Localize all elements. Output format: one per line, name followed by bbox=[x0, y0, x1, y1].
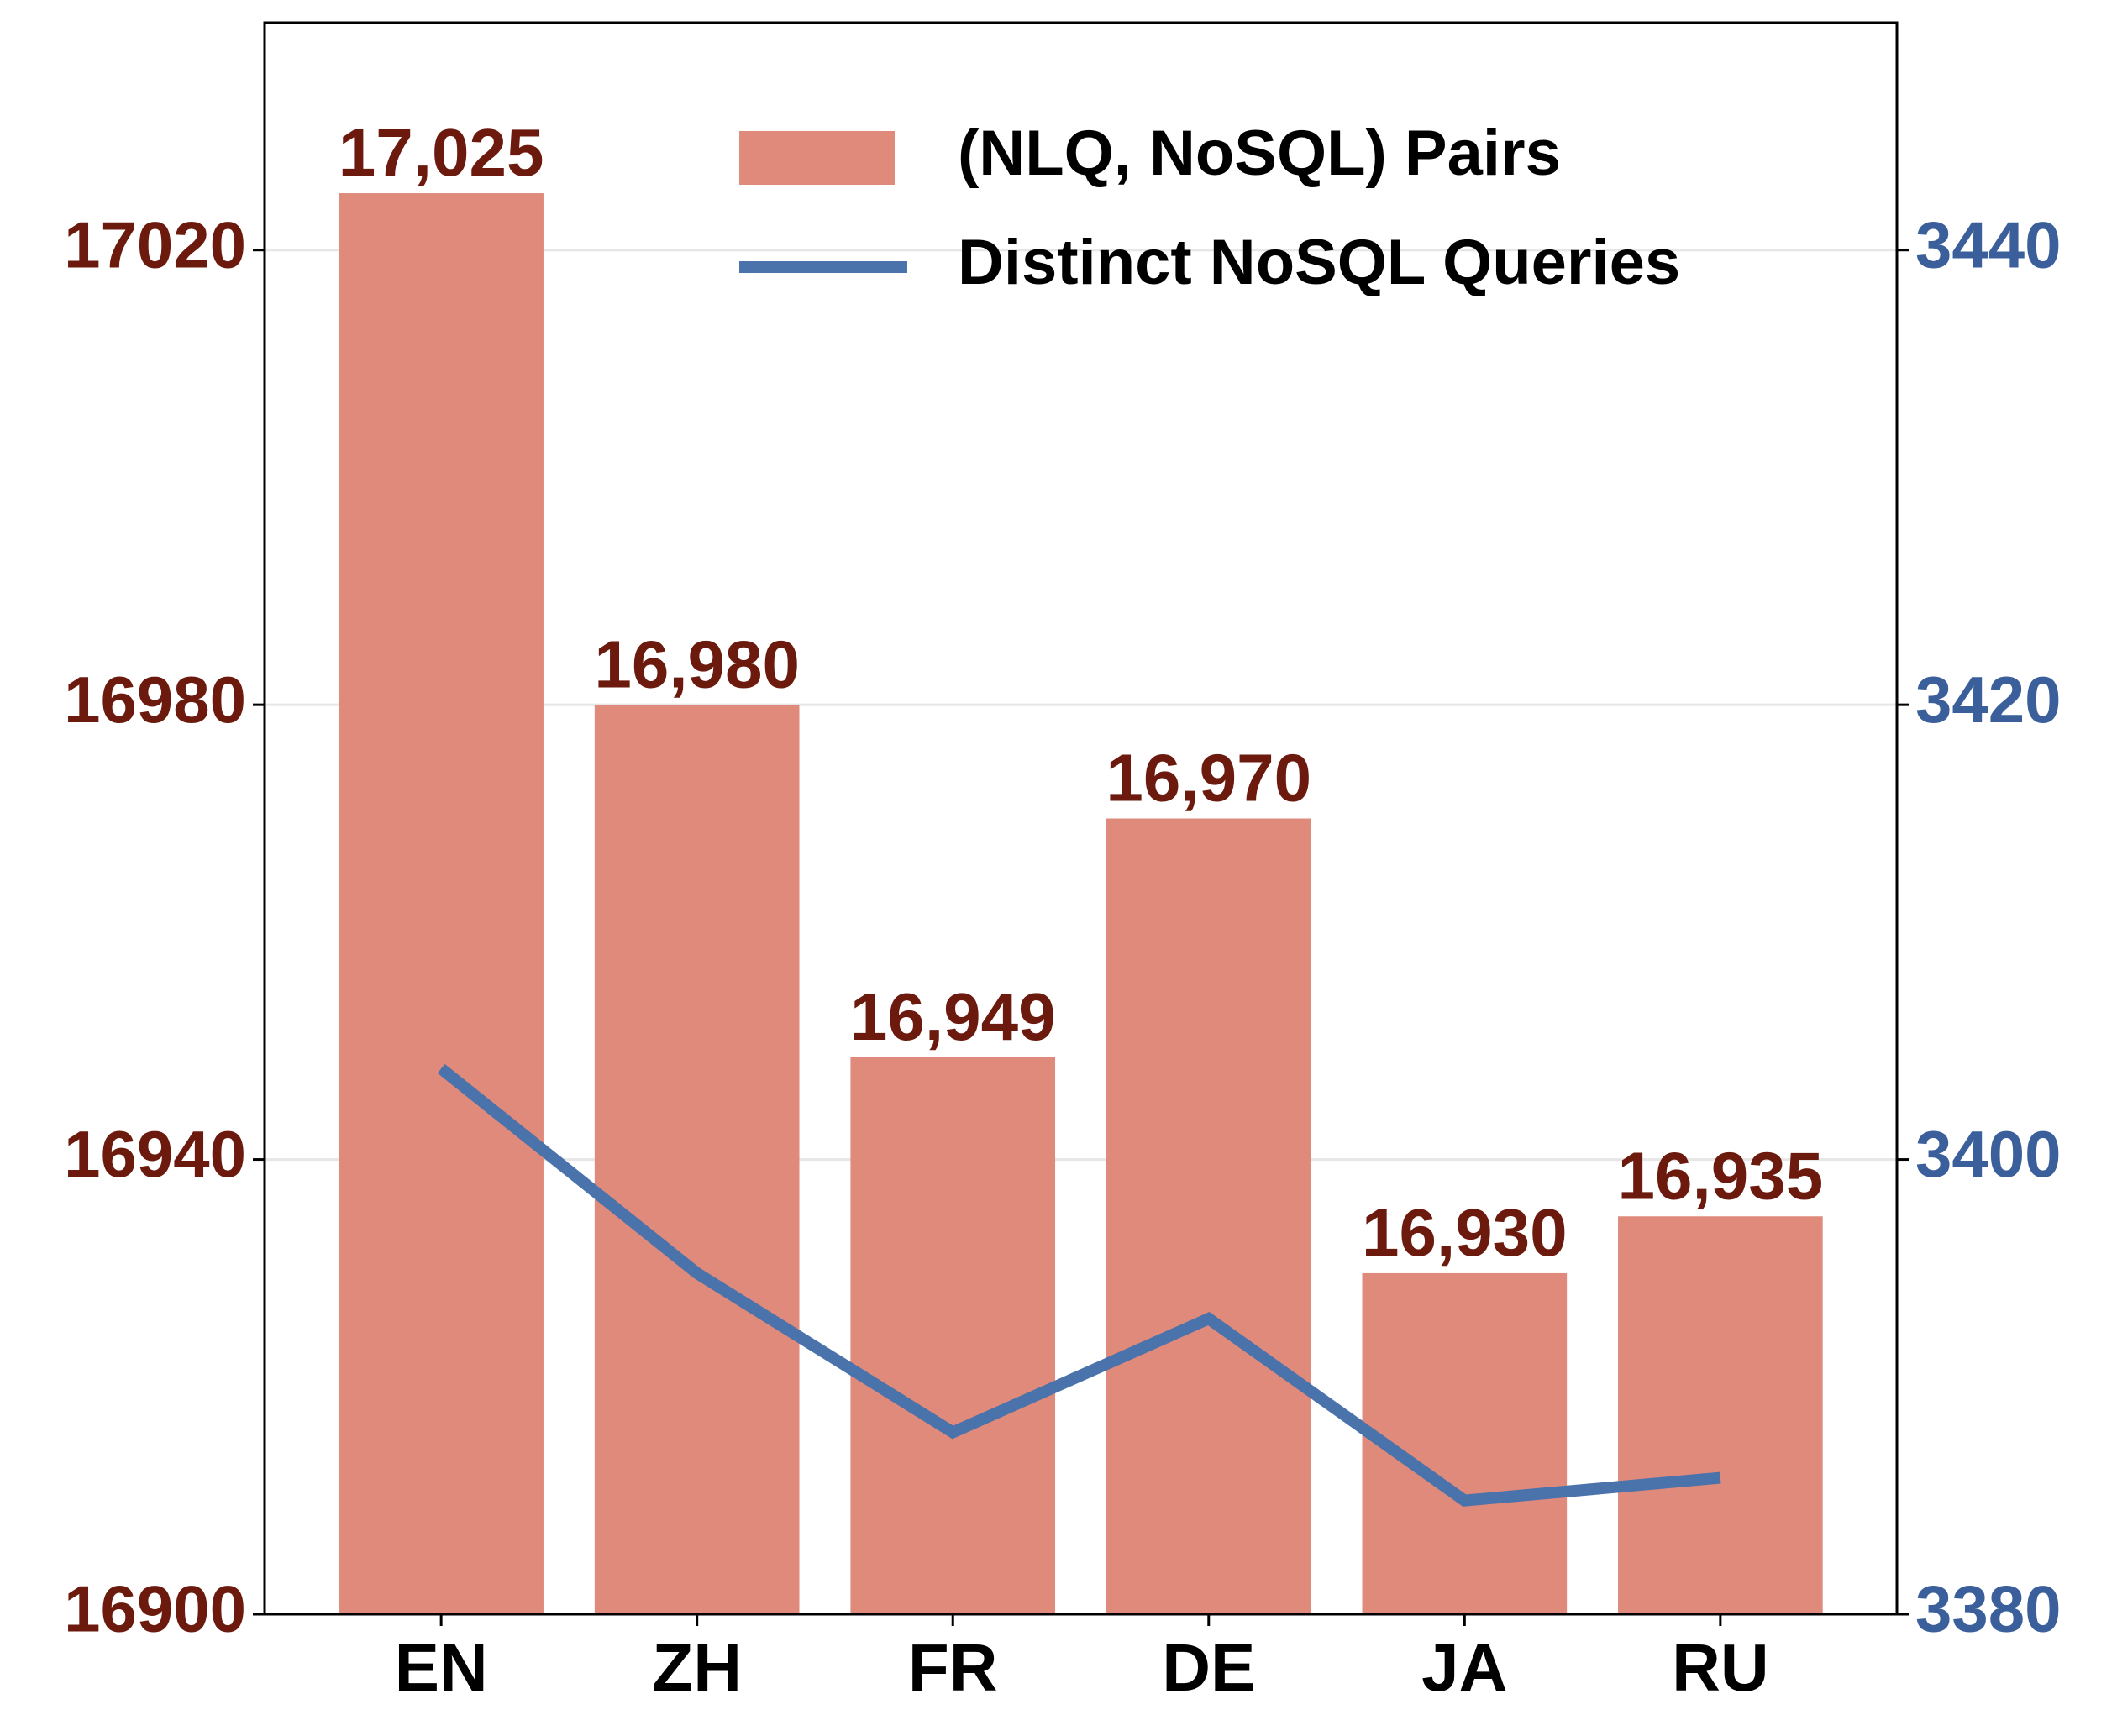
x-tick-label: DE bbox=[1162, 1630, 1255, 1705]
y2-tick-label: 3440 bbox=[1915, 207, 2062, 281]
y2-tick-label: 3380 bbox=[1915, 1572, 2062, 1646]
y-tick-label: 16940 bbox=[64, 1117, 246, 1191]
value-label: 16,935 bbox=[1618, 1138, 1824, 1213]
y2-tick-label: 3420 bbox=[1915, 663, 2062, 737]
bar bbox=[850, 1057, 1056, 1614]
x-tick-label: ZH bbox=[652, 1630, 742, 1705]
bar bbox=[594, 705, 800, 1615]
legend-swatch bbox=[739, 131, 895, 185]
legend-label: (NLQ, NoSQL) Pairs bbox=[958, 118, 1561, 189]
y-tick-label: 17020 bbox=[64, 207, 246, 281]
y-tick-label: 16900 bbox=[64, 1572, 246, 1646]
value-label: 17,025 bbox=[339, 115, 544, 190]
value-label: 16,980 bbox=[594, 627, 800, 701]
plot-frame bbox=[263, 21, 1899, 1616]
value-label: 16,970 bbox=[1106, 741, 1311, 816]
legend-label: Distinct NoSQL Queries bbox=[958, 227, 1680, 298]
bar bbox=[1106, 818, 1311, 1614]
x-tick-label: FR bbox=[908, 1630, 998, 1705]
y2-tick-label: 3400 bbox=[1915, 1117, 2062, 1191]
x-tick-label: EN bbox=[395, 1630, 488, 1705]
bar bbox=[1362, 1272, 1568, 1614]
x-tick-label: JA bbox=[1421, 1630, 1507, 1705]
bar bbox=[339, 193, 544, 1614]
bar bbox=[1618, 1216, 1823, 1614]
value-label: 16,930 bbox=[1362, 1195, 1568, 1270]
value-label: 16,949 bbox=[850, 979, 1056, 1054]
x-tick-label: RU bbox=[1672, 1630, 1769, 1705]
y-tick-label: 16980 bbox=[64, 663, 246, 737]
line bbox=[437, 1063, 1721, 1507]
